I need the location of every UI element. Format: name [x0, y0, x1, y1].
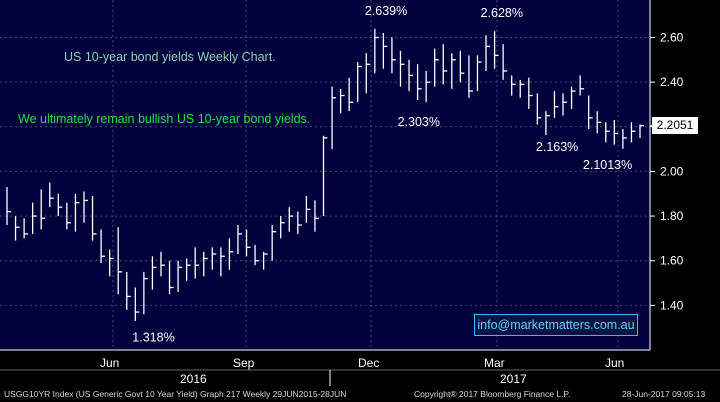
- x-month-label: Mar: [484, 356, 505, 370]
- plot-background: [0, 0, 650, 350]
- y-tick-label: 1.80: [660, 209, 684, 223]
- x-month-label: Sep: [233, 356, 255, 370]
- data-annotation: 2.163%: [536, 140, 578, 154]
- chart-note-outlook: We ultimately remain bullish US 10-year …: [18, 112, 311, 126]
- data-annotation: 2.303%: [398, 115, 440, 129]
- y-tick-label: 1.60: [660, 254, 684, 268]
- data-annotation: 1.318%: [132, 331, 174, 345]
- x-month-label: Jun: [100, 356, 119, 370]
- chart-note-title: US 10-year bond yields Weekly Chart.: [64, 50, 276, 64]
- footer-copyright: Copyright® 2017 Bloomberg Finance L.P.: [414, 389, 571, 399]
- footer-bar: USGG10YR Index (US Generic Govt 10 Year …: [0, 386, 720, 402]
- data-annotation: 2.639%: [365, 4, 407, 18]
- x-year-label: 2016: [180, 372, 207, 386]
- y-tick-label: 1.40: [660, 298, 684, 312]
- x-year-label: 2017: [500, 372, 527, 386]
- y-tick-label: 2.40: [660, 75, 684, 89]
- y-tick-label: 2.00: [660, 164, 684, 178]
- x-month-label: Dec: [358, 356, 379, 370]
- footer-timestamp: 28-Jun-2017 09:05:13: [622, 389, 706, 399]
- last-price-tag: 2.2051: [652, 117, 698, 134]
- x-month-label: Jun: [605, 356, 624, 370]
- price-chart: 1.401.601.802.002.202.402.60JunSepDecMar…: [0, 0, 720, 386]
- footer-index-info: USGG10YR Index (US Generic Govt 10 Year …: [4, 389, 347, 399]
- data-annotation: 2.1013%: [583, 158, 632, 172]
- y-tick-label: 2.60: [660, 30, 684, 44]
- data-annotation: 2.628%: [481, 6, 523, 20]
- watermark-email: info@marketmatters.com.au: [474, 314, 638, 336]
